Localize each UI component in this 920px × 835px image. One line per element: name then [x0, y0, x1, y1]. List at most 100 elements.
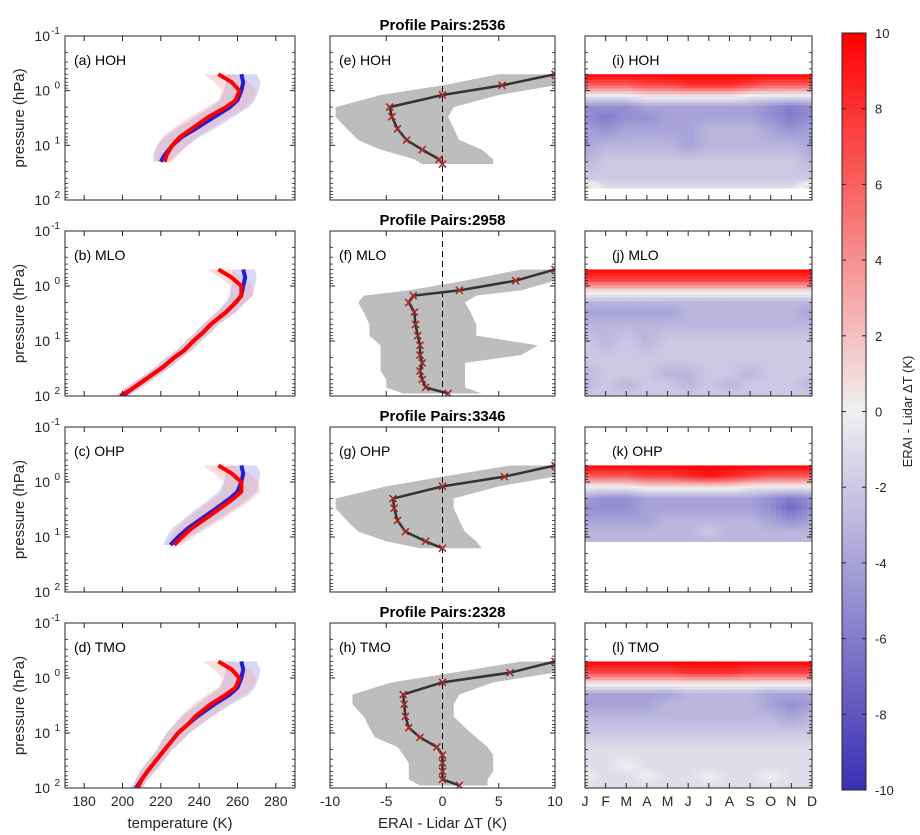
axes-frame: [584, 35, 813, 201]
contour-cell: [703, 301, 710, 305]
contour-cell: [781, 467, 787, 470]
contour-cell: [755, 386, 762, 391]
contour-cell: [677, 148, 684, 152]
contour-cell: [719, 478, 725, 482]
contour-cell: [806, 269, 812, 274]
contour-cell: [755, 269, 762, 274]
contour-cell: [734, 370, 741, 375]
contour-cell: [610, 79, 617, 84]
contour-cell: [791, 493, 798, 497]
contour-cell: [734, 478, 741, 482]
contour-cell: [739, 108, 746, 112]
contour-cell: [683, 361, 689, 365]
contour-cell: [693, 304, 700, 309]
y-tick-base: 10: [34, 223, 50, 239]
contour-cell: [791, 153, 798, 158]
contour-cell: [605, 486, 612, 489]
contour-cell: [667, 291, 674, 296]
contour-cell: [739, 310, 746, 315]
contour-cell: [615, 122, 622, 126]
contour-cell: [770, 471, 777, 474]
contour-cell: [595, 148, 602, 152]
contour-cell: [610, 364, 617, 369]
contour-cell: [595, 361, 602, 365]
contour-cell: [610, 170, 617, 175]
contour-cell: [605, 301, 612, 305]
contour-cell: [708, 367, 715, 372]
contour-cell: [713, 159, 720, 163]
contour-cell: [646, 326, 653, 331]
contour-cell: [760, 285, 767, 290]
y-tick-label: 10 2: [34, 190, 60, 208]
contour-cell: [786, 307, 792, 312]
contour-cell: [698, 285, 705, 290]
contour-cell: [765, 373, 772, 378]
contour-cell: [641, 342, 648, 346]
contour-cell: [605, 326, 612, 331]
contour-cell: [801, 326, 808, 331]
contour-cell: [698, 332, 705, 337]
contour-cell: [703, 102, 710, 107]
contour-cell: [796, 335, 803, 340]
contour-cell: [683, 326, 689, 331]
contour-cell: [667, 153, 674, 158]
contour-cell: [698, 79, 705, 84]
contour-cell: [631, 128, 638, 132]
contour-cell: [615, 113, 622, 118]
contour-cell: [605, 370, 612, 375]
contour-cell: [595, 304, 602, 309]
contour-cell: [760, 122, 767, 126]
contour-cell: [590, 185, 596, 189]
contour-cell: [610, 176, 617, 180]
contour-cell: [724, 320, 731, 324]
contour-cell: [610, 269, 617, 274]
contour-cell: [595, 285, 602, 290]
contour-cell: [688, 386, 694, 391]
contour-cell: [595, 389, 602, 394]
contour-cell: [796, 119, 803, 124]
contour-cell: [626, 339, 633, 343]
contour-cell: [781, 142, 787, 146]
contour-cell: [734, 91, 741, 95]
contour-cell: [657, 159, 663, 163]
contour-cell: [652, 383, 658, 388]
contour-cell: [698, 310, 705, 315]
contour-cell: [806, 153, 812, 158]
contour-cell: [708, 323, 715, 327]
contour-cell: [724, 358, 731, 362]
contour-cell: [646, 373, 653, 378]
contour-cell: [750, 373, 756, 378]
contour-cell: [744, 185, 751, 189]
contour-cell: [791, 323, 798, 327]
contour-cell: [631, 345, 638, 350]
contour-cell: [806, 490, 812, 493]
contour-cell: [796, 377, 803, 381]
contour-cell: [765, 282, 772, 286]
contour-cell: [683, 105, 689, 109]
contour-cell: [708, 288, 715, 293]
contour-cell: [801, 153, 808, 158]
panel-label: (f) MLO: [339, 247, 387, 263]
contour-cell: [626, 116, 633, 121]
contour-cell: [724, 165, 731, 169]
contour-cell: [796, 116, 803, 121]
contour-cell: [683, 272, 689, 277]
contour-cell: [765, 291, 772, 296]
contour-cell: [739, 490, 746, 493]
contour-cell: [719, 294, 725, 299]
contour-cell: [765, 389, 772, 394]
contour-cell: [755, 367, 762, 372]
contour-cell: [739, 94, 746, 98]
contour-cell: [796, 269, 803, 274]
contour-cell: [791, 488, 798, 491]
contour-cell: [739, 136, 746, 141]
contour-cell: [806, 301, 812, 305]
contour-cell: [600, 342, 607, 346]
contour-cell: [703, 111, 710, 115]
contour-cell: [765, 493, 772, 497]
seasonal-panel-ohp: [585, 465, 812, 542]
contour-cell: [683, 176, 689, 180]
contour-cell: [657, 476, 663, 480]
contour-cell: [615, 339, 622, 343]
contour-cell: [760, 96, 767, 101]
